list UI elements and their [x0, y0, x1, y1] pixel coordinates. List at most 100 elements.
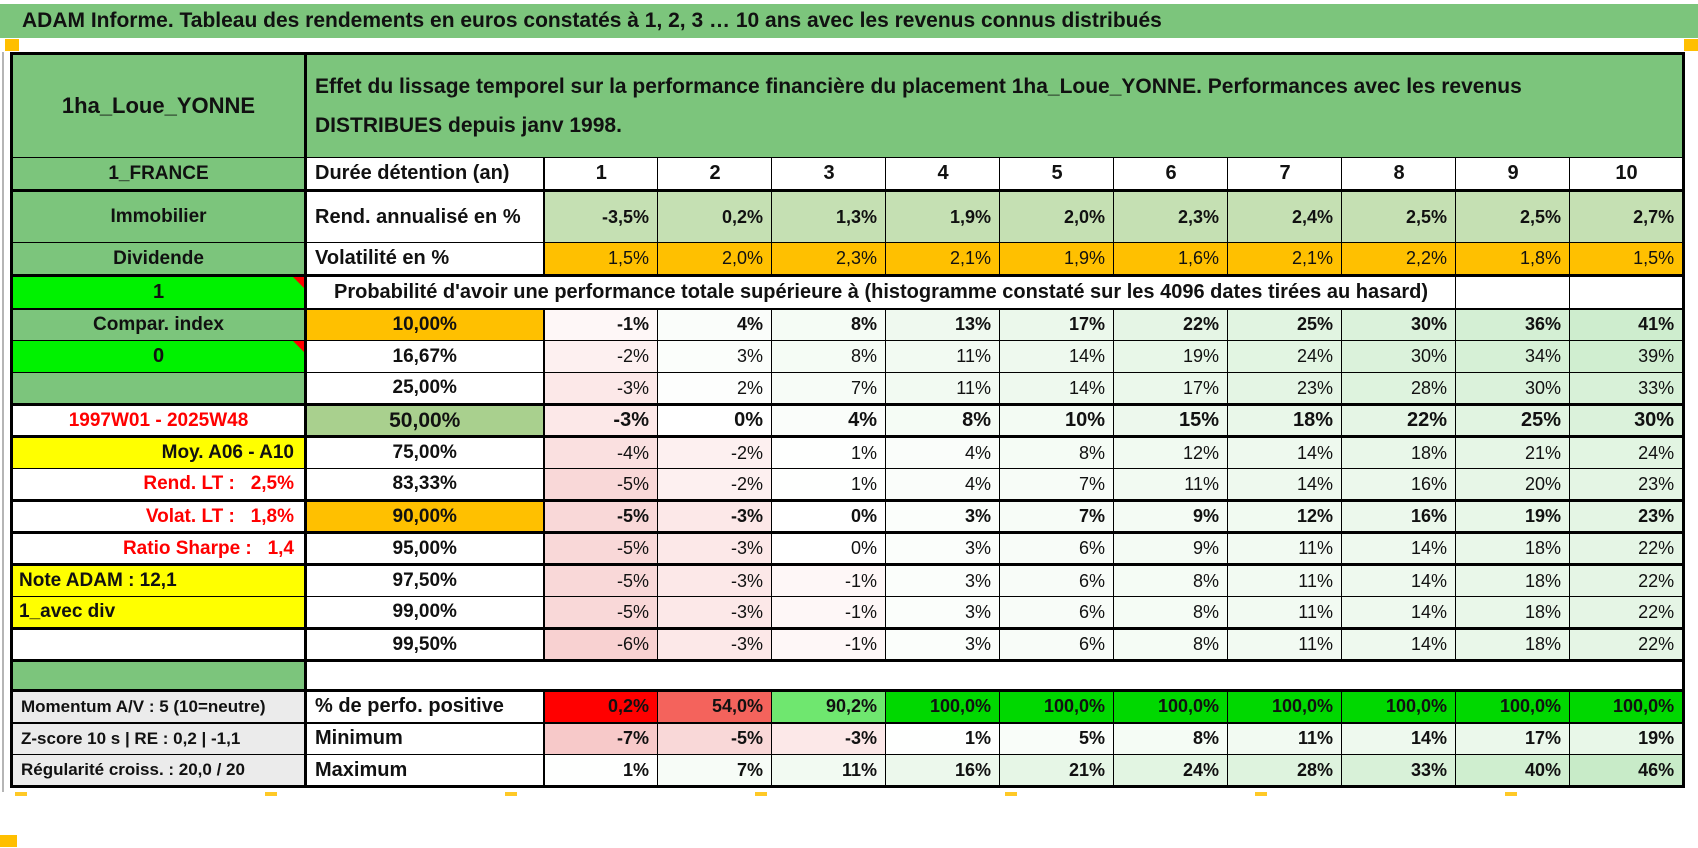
- cell-p995-y7: 11%: [1227, 628, 1342, 662]
- row-header-min: Minimum: [305, 722, 545, 755]
- cell-p75-y7: 14%: [1227, 436, 1342, 469]
- row-header-rend: Rend. annualisé en %: [305, 190, 545, 243]
- cell-p75-y5: 8%: [999, 436, 1114, 469]
- cell-duree-y5: 5: [999, 157, 1114, 192]
- cell-max-y7: 28%: [1227, 754, 1342, 788]
- cell-p99-y9: 18%: [1455, 596, 1570, 630]
- page-break-marker-icon: [0, 835, 17, 847]
- cell-p90-y8: 16%: [1341, 499, 1456, 534]
- cell-p10-y5: 17%: [999, 308, 1114, 341]
- cell-p95-y10: 22%: [1568, 532, 1685, 566]
- row-header-p99: 99,00%: [305, 596, 545, 630]
- cell-p95-y8: 14%: [1341, 532, 1456, 566]
- cell-p90-y2: -3%: [657, 499, 772, 534]
- cell-duree-y3: 3: [771, 157, 886, 192]
- cell-duree-y10: 10: [1568, 157, 1685, 192]
- cell-max-y5: 21%: [999, 754, 1114, 788]
- cell-max-y2: 7%: [657, 754, 772, 788]
- cell-p75-y6: 12%: [1113, 436, 1228, 469]
- row-label-p90: Volat. LT : 1,8%: [11, 499, 307, 534]
- cell-p25-y2: 2%: [657, 372, 772, 405]
- cell-max-y10: 46%: [1568, 754, 1685, 788]
- cell-perfpos-y6: 100,0%: [1113, 689, 1228, 724]
- cell-p75-y9: 21%: [1455, 436, 1570, 469]
- top-gap-strip: [0, 38, 1698, 52]
- row-header-p8333: 83,33%: [305, 468, 545, 501]
- row-label-p25: [11, 372, 307, 405]
- cell-duree-y2: 2: [657, 157, 772, 192]
- cell-max-y3: 11%: [771, 754, 886, 788]
- cell-p99-y2: -3%: [657, 596, 772, 630]
- cell-p1667-y3: 8%: [771, 340, 886, 373]
- cell-p8333-y7: 14%: [1227, 468, 1342, 501]
- cell-p10-y2: 4%: [657, 308, 772, 341]
- table-row-gap: [11, 660, 1684, 691]
- row-header-duree: Durée détention (an): [305, 157, 545, 192]
- cell-p8333-y5: 7%: [999, 468, 1114, 501]
- cell-p25-y5: 14%: [999, 372, 1114, 405]
- cell-duree-y1: 1: [543, 157, 658, 192]
- row-header-volat: Volatilité en %: [305, 242, 545, 277]
- cell-max-y4: 16%: [885, 754, 1000, 788]
- row-header-p90: 90,00%: [305, 499, 545, 534]
- cell-p50-y1: -3%: [543, 403, 658, 438]
- cell-p1667-y9: 34%: [1455, 340, 1570, 373]
- cell-p975-y2: -3%: [657, 564, 772, 597]
- cell-p99-y10: 22%: [1568, 596, 1685, 630]
- cell-p1667-y2: 3%: [657, 340, 772, 373]
- cell-volat-y1: 1,5%: [543, 242, 658, 277]
- cell-p90-y5: 7%: [999, 499, 1114, 534]
- cell-p8333-y10: 23%: [1568, 468, 1685, 501]
- cell-max-y8: 33%: [1341, 754, 1456, 788]
- cell-duree-y4: 4: [885, 157, 1000, 192]
- cell-p25-y3: 7%: [771, 372, 886, 405]
- cell-rend-y4: 1,9%: [885, 190, 1000, 243]
- cell-p75-y10: 24%: [1568, 436, 1685, 469]
- row-label-p75: Moy. A06 - A10: [11, 436, 307, 469]
- page-break-dash-icon: [265, 792, 277, 796]
- cell-min-y1: -7%: [543, 722, 658, 755]
- table-row-proba: 1 Probabilité d'avoir une performance tot…: [11, 275, 1685, 310]
- cell-p1667-y5: 14%: [999, 340, 1114, 373]
- cell-rend-y5: 2,0%: [999, 190, 1114, 243]
- comment-marker-icon: [293, 277, 303, 288]
- cell-duree-y7: 7: [1227, 157, 1342, 192]
- cell-p1667-y10: 39%: [1568, 340, 1685, 373]
- page-title: ADAM Informe. Tableau des rendements en …: [0, 4, 1698, 38]
- cell-p10-y7: 25%: [1227, 308, 1342, 341]
- cell-perfpos-y9: 100,0%: [1455, 689, 1570, 724]
- table-row-p25: 25,00% -3% 2% 7% 11% 14% 17% 23% 28% 30% 33%: [11, 372, 1685, 405]
- cell-duree-y6: 6: [1113, 157, 1228, 192]
- performance-table-wrap: 1ha_Loue_YONNE Effet du lissage temporel…: [10, 52, 1686, 788]
- row-label-proba[interactable]: 1: [11, 275, 307, 310]
- cell-volat-y3: 2,3%: [771, 242, 886, 277]
- row-label-p1667[interactable]: 0: [11, 340, 307, 373]
- cell-p10-y9: 36%: [1455, 308, 1570, 341]
- page-break-marker-icon: [1684, 39, 1698, 51]
- row-label-p975: Note ADAM : 12,1: [11, 564, 307, 597]
- row-label-gap: [11, 660, 307, 691]
- table-row-perfpos: Momentum A/V : 5 (10=neutre)% de perfo. …: [11, 689, 1685, 724]
- cell-p95-y4: 3%: [885, 532, 1000, 566]
- cell-p75-y1: -4%: [543, 436, 658, 469]
- cell-p99-y4: 3%: [885, 596, 1000, 630]
- cell-duree-y9: 9: [1455, 157, 1570, 192]
- cell-p95-y9: 18%: [1455, 532, 1570, 566]
- page-break-dash-icon: [1505, 792, 1517, 796]
- row-label-max: Régularité croiss. : 20,0 / 20: [11, 754, 307, 788]
- cell-p99-y3: -1%: [771, 596, 886, 630]
- table-row-volat: Dividende Volatilité en % 1,5% 2,0% 2,3% 2,1%…: [11, 242, 1685, 277]
- cell-p8333-y6: 11%: [1113, 468, 1228, 501]
- cell-p25-y6: 17%: [1113, 372, 1228, 405]
- cell-p8333-y2: -2%: [657, 468, 772, 501]
- cell-p995-y6: 8%: [1113, 628, 1228, 662]
- cell-p995-y8: 14%: [1341, 628, 1456, 662]
- cell-min-y4: 1%: [885, 722, 1000, 755]
- cell-p10-y10: 41%: [1568, 308, 1685, 341]
- cell-volat-y4: 2,1%: [885, 242, 1000, 277]
- cell-p50-y7: 18%: [1227, 403, 1342, 438]
- cell-min-y7: 11%: [1227, 722, 1342, 755]
- page-break-dash-icon: [755, 792, 767, 796]
- table-row-p95: Ratio Sharpe : 1,4 95,00% -5% -3% 0% 3% 6% 9% 11…: [11, 532, 1685, 566]
- cell-p95-y5: 6%: [999, 532, 1114, 566]
